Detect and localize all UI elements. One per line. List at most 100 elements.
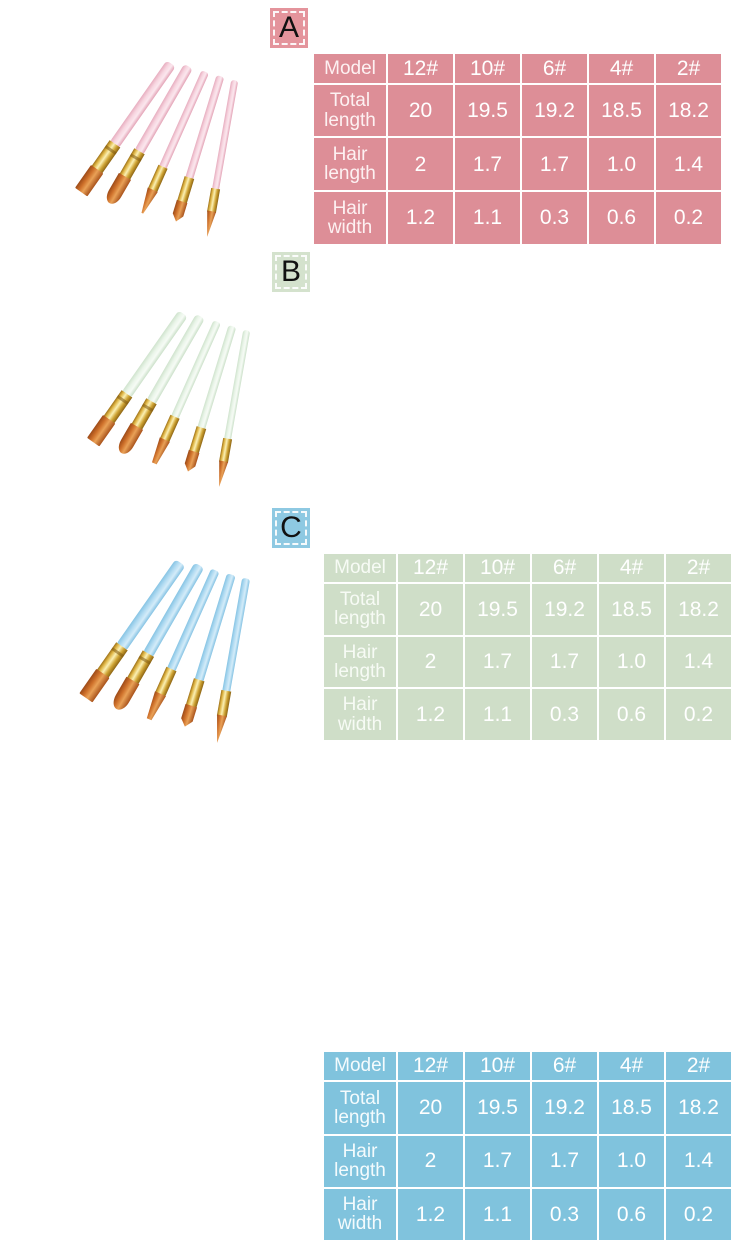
row-header-model: Model bbox=[324, 554, 396, 582]
cell-total-length-4: 18.5 bbox=[599, 583, 664, 635]
spec-table-b: Model 12# 10# 6# 4# 2# Total length 20 1… bbox=[322, 552, 733, 742]
spec-table-c: Model 12# 10# 6# 4# 2# Total length 20 1… bbox=[322, 1050, 733, 1242]
cell-hair-width-10: 1.1 bbox=[465, 1188, 530, 1240]
brush-item bbox=[118, 315, 204, 454]
table-row: Model 12# 10# 6# 4# 2# bbox=[314, 54, 721, 83]
cell-total-length-12: 20 bbox=[398, 583, 463, 635]
cell-model-6: 6# bbox=[532, 554, 597, 582]
brush-item bbox=[207, 80, 238, 237]
table-row: Hair length 2 1.7 1.7 1.0 1.4 bbox=[314, 138, 721, 191]
cell-hair-width-12: 1.2 bbox=[388, 192, 453, 244]
cell-total-length-12: 20 bbox=[388, 84, 453, 137]
cell-model-4: 4# bbox=[599, 1052, 664, 1081]
cell-hair-length-4: 1.0 bbox=[589, 138, 654, 191]
cell-hair-length-12: 2 bbox=[398, 636, 463, 688]
table-row: Hair length 2 1.7 1.7 1.0 1.4 bbox=[324, 1135, 731, 1187]
cell-hair-length-6: 1.7 bbox=[532, 1135, 597, 1187]
variant-section-c: Model 12# 10# 6# 4# 2# Total length 20 1… bbox=[0, 500, 750, 1240]
row-header-model: Model bbox=[324, 1052, 396, 1081]
cell-model-6: 6# bbox=[522, 54, 587, 83]
cell-model-4: 4# bbox=[589, 54, 654, 83]
cell-hair-length-10: 1.7 bbox=[455, 138, 520, 191]
brush-set-svg-a bbox=[75, 61, 238, 237]
dashed-border-decoration bbox=[273, 11, 305, 45]
brush-item bbox=[172, 75, 224, 222]
cell-hair-length-10: 1.7 bbox=[465, 1135, 530, 1187]
cell-hair-length-4: 1.0 bbox=[599, 636, 664, 688]
brush-item bbox=[87, 311, 187, 447]
row-header-hair-width: Hair width bbox=[324, 1188, 396, 1240]
cell-hair-width-2: 0.2 bbox=[666, 689, 731, 740]
cell-hair-length-4: 1.0 bbox=[599, 1135, 664, 1187]
cell-hair-width-2: 0.2 bbox=[656, 192, 721, 244]
cell-total-length-6: 19.2 bbox=[532, 583, 597, 635]
cell-total-length-10: 19.5 bbox=[465, 1082, 530, 1134]
cell-total-length-6: 19.2 bbox=[532, 1082, 597, 1134]
cell-hair-length-12: 2 bbox=[388, 138, 453, 191]
cell-total-length-2: 18.2 bbox=[656, 84, 721, 137]
table-row: Hair length 2 1.7 1.7 1.0 1.4 bbox=[324, 636, 731, 688]
cell-total-length-12: 20 bbox=[398, 1082, 463, 1134]
variant-badge-label-b: B bbox=[280, 255, 301, 288]
cell-model-6: 6# bbox=[532, 1052, 597, 1081]
row-header-hair-length: Hair length bbox=[324, 636, 396, 688]
cell-total-length-10: 19.5 bbox=[455, 84, 520, 137]
cell-model-10: 10# bbox=[455, 54, 520, 83]
cell-hair-length-2: 1.4 bbox=[666, 1135, 731, 1187]
variant-section-b: Model 12# 10# 6# 4# 2# Total length 20 1… bbox=[0, 250, 750, 740]
dashed-border-decoration bbox=[275, 511, 307, 545]
table-row: Hair width 1.2 1.1 0.3 0.6 0.2 bbox=[314, 192, 721, 244]
variant-badge-b[interactable]: B bbox=[272, 252, 310, 292]
table-row: Hair width 1.2 1.1 0.3 0.6 0.2 bbox=[324, 1188, 731, 1240]
variant-badge-a[interactable]: A bbox=[270, 8, 308, 48]
cell-hair-width-12: 1.2 bbox=[398, 689, 463, 740]
cell-hair-width-6: 0.3 bbox=[532, 689, 597, 740]
table-row: Model 12# 10# 6# 4# 2# bbox=[324, 554, 731, 582]
cell-model-10: 10# bbox=[465, 554, 530, 582]
brush-item bbox=[181, 573, 235, 727]
cell-hair-width-4: 0.6 bbox=[599, 689, 664, 740]
cell-hair-length-6: 1.7 bbox=[532, 636, 597, 688]
cell-hair-length-2: 1.4 bbox=[666, 636, 731, 688]
cell-total-length-4: 18.5 bbox=[589, 84, 654, 137]
brush-item bbox=[106, 65, 192, 204]
cell-hair-width-10: 1.1 bbox=[455, 192, 520, 244]
brush-item bbox=[79, 560, 184, 703]
brush-item bbox=[113, 563, 203, 710]
row-header-total-length: Total length bbox=[324, 583, 396, 635]
brush-set-svg-b bbox=[87, 311, 250, 487]
cell-total-length-2: 18.2 bbox=[666, 1082, 731, 1134]
cell-hair-width-6: 0.3 bbox=[532, 1188, 597, 1240]
variant-badge-c[interactable]: C bbox=[272, 508, 310, 548]
spec-table-a: Model 12# 10# 6# 4# 2# Total length 20 1… bbox=[312, 52, 723, 246]
table-row: Total length 20 19.5 19.2 18.5 18.2 bbox=[324, 1082, 731, 1134]
cell-total-length-2: 18.2 bbox=[666, 583, 731, 635]
cell-total-length-10: 19.5 bbox=[465, 583, 530, 635]
cell-total-length-4: 18.5 bbox=[599, 1082, 664, 1134]
variant-badge-label-a: A bbox=[278, 11, 299, 44]
table-row: Model 12# 10# 6# 4# 2# bbox=[324, 1052, 731, 1081]
cell-hair-width-4: 0.6 bbox=[599, 1188, 664, 1240]
cell-model-12: 12# bbox=[398, 1052, 463, 1081]
cell-hair-width-4: 0.6 bbox=[589, 192, 654, 244]
cell-model-2: 2# bbox=[656, 54, 721, 83]
cell-model-4: 4# bbox=[599, 554, 664, 582]
cell-hair-width-2: 0.2 bbox=[666, 1188, 731, 1240]
variant-section-a: A Model 12# 10# 6# 4# 2# Total length 20… bbox=[0, 0, 750, 250]
variant-badge-label-c: C bbox=[280, 511, 302, 544]
cell-model-12: 12# bbox=[398, 554, 463, 582]
table-row: Total length 20 19.5 19.2 18.5 18.2 bbox=[314, 84, 721, 137]
cell-model-2: 2# bbox=[666, 554, 731, 582]
row-header-model: Model bbox=[314, 54, 386, 83]
cell-hair-width-6: 0.3 bbox=[522, 192, 587, 244]
row-header-hair-length: Hair length bbox=[324, 1135, 396, 1187]
brush-set-svg-c bbox=[79, 560, 250, 743]
row-header-total-length: Total length bbox=[314, 84, 386, 137]
brush-item bbox=[75, 61, 175, 197]
row-header-hair-width: Hair width bbox=[324, 689, 396, 740]
cell-hair-length-10: 1.7 bbox=[465, 636, 530, 688]
cell-hair-length-12: 2 bbox=[398, 1135, 463, 1187]
brush-set-image-a bbox=[0, 0, 300, 250]
row-header-total-length: Total length bbox=[324, 1082, 396, 1134]
row-header-hair-length: Hair length bbox=[314, 138, 386, 191]
